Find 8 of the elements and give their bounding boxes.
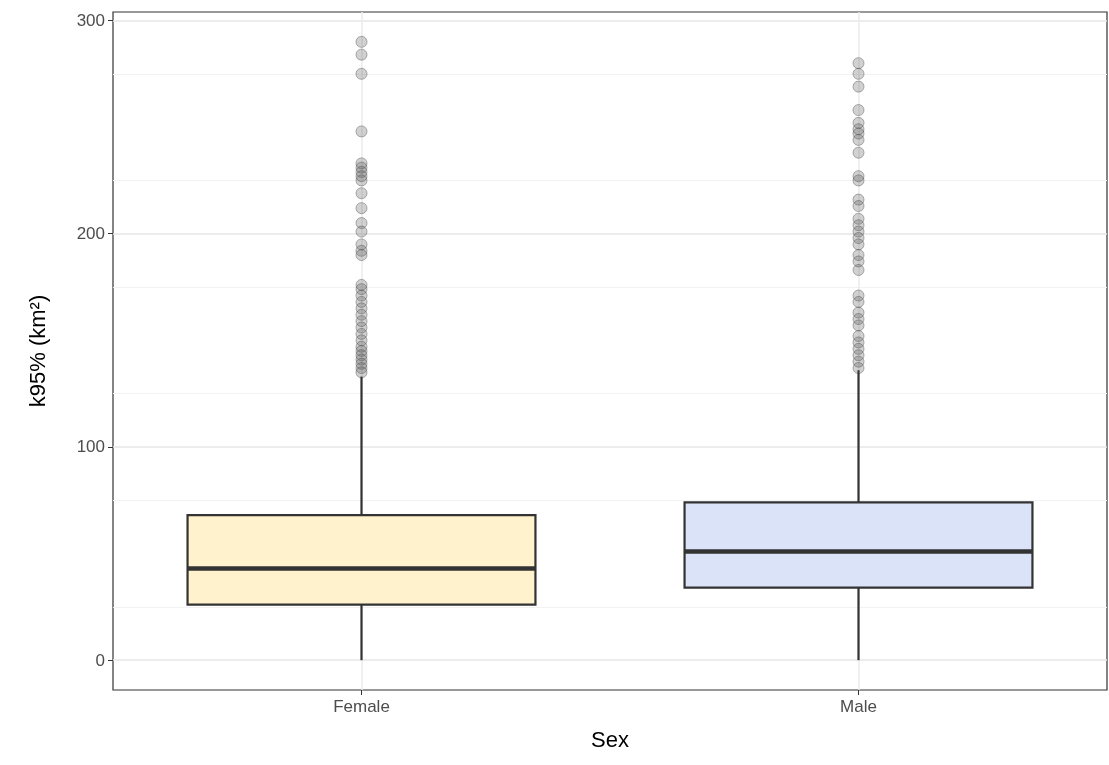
- x-tick-label: Female: [333, 697, 390, 716]
- x-tick-label: Male: [840, 697, 877, 716]
- y-tick-label: 0: [95, 650, 105, 670]
- x-axis-title: Sex: [591, 726, 629, 752]
- y-tick-label: 100: [76, 437, 105, 457]
- y-axis-title: k95% (km²): [24, 294, 50, 408]
- y-tick-label: 200: [76, 224, 105, 244]
- y-tick-label: 300: [76, 11, 105, 31]
